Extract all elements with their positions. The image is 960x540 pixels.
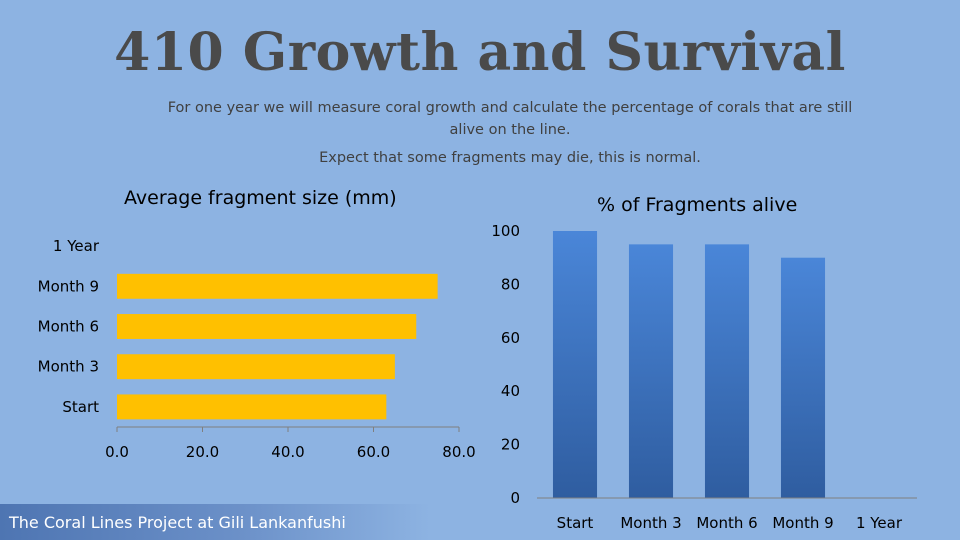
hbar-x-tick-label: 80.0 <box>442 443 475 461</box>
hbar-x-tick-label: 40.0 <box>271 443 304 461</box>
hbar-category-label: 1 Year <box>53 237 100 255</box>
vbar-y-tick-label: 40 <box>501 382 520 400</box>
vbar-category-label: Month 6 <box>696 514 757 532</box>
hbar-category-label: Month 3 <box>38 358 99 376</box>
footer-text: The Coral Lines Project at Gili Lankanfu… <box>9 513 346 532</box>
vbar-y-tick-label: 0 <box>510 489 520 507</box>
vbar-bar <box>780 257 826 498</box>
vbar-category-label: Month 3 <box>620 514 681 532</box>
vbar-category-label: 1 Year <box>856 514 903 532</box>
hbar-chart: Start Month 3 Month 6 Month 9 1 Year 0.0 20.0 4… <box>38 237 476 461</box>
vbar-bar <box>704 244 750 498</box>
hbar-bar <box>117 314 417 339</box>
hbar-chart-title: Average fragment size (mm) <box>124 187 397 209</box>
hbar-bar <box>117 354 395 380</box>
vbar-chart-title: % of Fragments alive <box>597 194 798 216</box>
hbar-x-tick-label: 60.0 <box>357 443 390 461</box>
subtitle-line-2: Expect that some fragments may die, this… <box>319 150 701 166</box>
vbar-chart: Start Month 3 Month 6 Month 9 1 Year 0 20 40 60 8… <box>491 222 917 532</box>
hbar-x-tick-label: 0.0 <box>105 443 129 461</box>
subtitle-line-1: For one year we will measure coral growt… <box>167 100 853 138</box>
vbar-bar <box>628 244 674 498</box>
vbar-category-label: Month 9 <box>772 514 833 532</box>
hbar-category-label: Month 9 <box>38 277 99 295</box>
vbar-category-label: Start <box>557 514 594 532</box>
hbar-x-tick-label: 20.0 <box>186 443 219 461</box>
vbar-y-tick-label: 100 <box>491 222 520 240</box>
hbar-bar <box>117 273 438 299</box>
slide-title: 410 Growth and Survival <box>114 22 846 83</box>
vbar-y-tick-label: 60 <box>501 329 520 347</box>
hbar-bar <box>117 394 387 420</box>
vbar-bar <box>552 231 598 498</box>
hbar-category-label: Start <box>62 398 99 416</box>
vbar-y-tick-label: 80 <box>501 275 520 293</box>
footer-banner: The Coral Lines Project at Gili Lankanfu… <box>0 504 430 540</box>
hbar-category-label: Month 6 <box>38 318 99 336</box>
vbar-y-tick-label: 20 <box>501 436 520 454</box>
